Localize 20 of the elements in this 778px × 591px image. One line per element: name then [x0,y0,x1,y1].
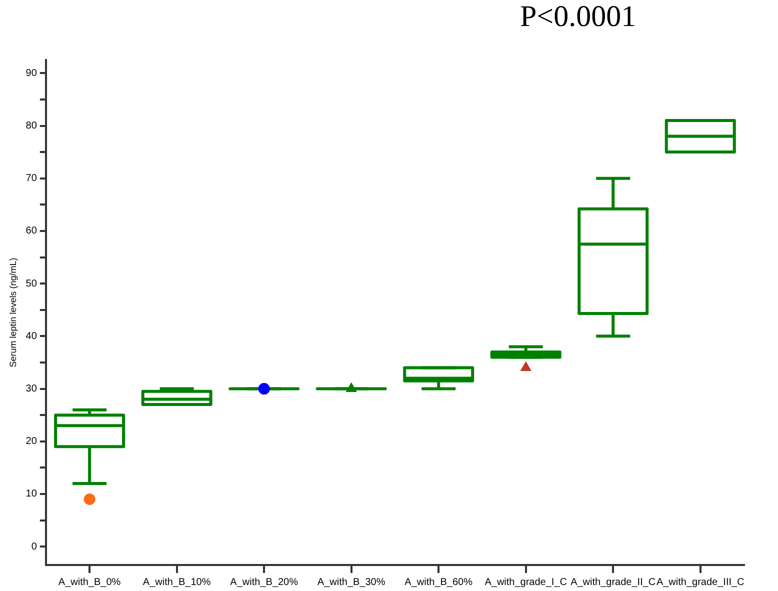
y-tick-label: 40 [26,330,38,342]
y-tick-label: 80 [26,120,38,132]
x-tick-label: A_with_B_10% [142,576,211,588]
x-tick-label: A_with_B_30% [317,576,386,588]
x-tick-label: A_with_B_60% [404,576,473,588]
y-tick-label: 60 [26,226,38,237]
x-tick-label: A_with_grade_I_C [484,576,567,588]
x-tick-label: A_with_grade_III_C [656,576,744,588]
y-tick-label: 70 [26,173,38,184]
y-tick-label: 90 [26,68,38,79]
y-tick-label: 0 [31,541,38,552]
x-tick-label: A_with_B_0% [58,576,121,588]
y-tick-label: 20 [26,436,38,448]
y-tick-label: 10 [26,488,38,500]
y-axis-title: Serum leptin levels (ng/mL) [8,258,18,368]
x-tick-label: A_with_B_20% [230,576,298,588]
y-tick-label: 30 [26,384,38,395]
y-tick-label: 50 [26,278,38,290]
x-tick-label: A_with_grade_II_C [570,576,656,588]
text: P<0.0001 [520,0,636,34]
